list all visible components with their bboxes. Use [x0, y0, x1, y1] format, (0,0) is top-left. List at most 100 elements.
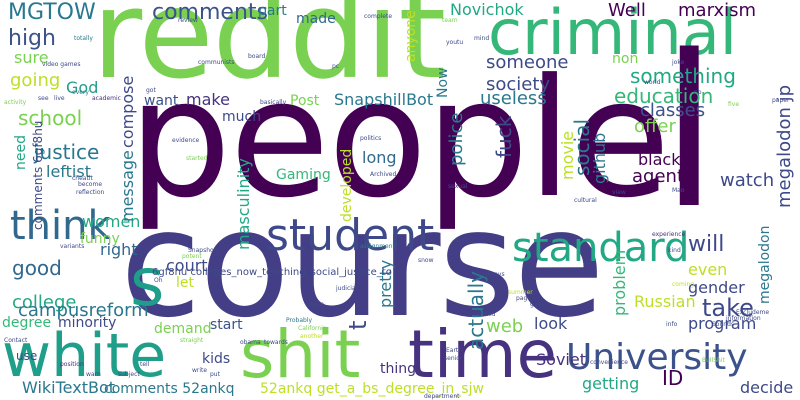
word-subject: subject — [118, 371, 140, 378]
word-mind: mind — [474, 35, 490, 42]
word-made: made — [296, 11, 336, 27]
word-degree: degree — [2, 315, 52, 331]
word-oh: Oh — [154, 277, 163, 284]
word-cultural: cultural — [574, 197, 597, 204]
word-academic: academic — [92, 95, 121, 102]
word-every: every — [72, 89, 89, 96]
word-live: live — [54, 95, 65, 102]
word-evidence: evidence — [172, 137, 200, 144]
word-video-games: video games — [42, 61, 81, 68]
word-campusreform: campusreform — [18, 300, 149, 321]
word-probably: Probably — [286, 317, 313, 324]
word-start: start — [210, 317, 243, 333]
word-much: much — [222, 109, 262, 125]
word-demand: demand — [154, 321, 212, 337]
word-joke: joke — [672, 59, 685, 66]
word-department: department — [424, 393, 460, 400]
word-sexual: sexual — [448, 183, 468, 190]
word-want: want — [144, 93, 179, 109]
word-criminal: criminal — [488, 0, 737, 69]
word-police: police — [446, 112, 467, 166]
word-always: always — [484, 271, 505, 278]
word-novichok: Novichok — [450, 0, 524, 19]
word-masculinity: masculinity — [234, 158, 253, 250]
word-straight: straight — [180, 337, 204, 344]
word-compose: compose — [118, 75, 137, 148]
word-offer: offer — [634, 116, 676, 137]
word-sounds: Sounds — [712, 321, 735, 328]
word-agent: agent — [632, 166, 684, 187]
word-program: program — [688, 314, 757, 333]
word-team: team — [442, 17, 458, 24]
word-thing: thing — [380, 361, 417, 377]
word-world: world — [644, 79, 661, 86]
word-convenience: convenience — [590, 359, 628, 366]
word-need: need — [13, 135, 29, 170]
word-make: make — [186, 90, 230, 109]
word-college: college — [12, 292, 77, 313]
word-good: good — [12, 256, 62, 280]
word-california: California — [298, 325, 327, 332]
word-kind: kind — [668, 247, 681, 254]
word-reddit: reddit — [92, 0, 446, 106]
word-minority: minority — [58, 315, 117, 331]
word-experience: experience — [652, 231, 686, 238]
word-52ankq-phrase: 52ankq get_a_bs_degree_in_sjw — [260, 381, 484, 397]
word-put: put — [210, 371, 220, 378]
word-warn: warn — [86, 371, 101, 378]
word-asked: asked — [478, 311, 496, 318]
word-god: God — [66, 78, 99, 97]
word-white: white — [2, 321, 167, 391]
word-t: t — [344, 320, 372, 330]
word-summer: summer — [508, 289, 533, 296]
word-standard: standard — [512, 225, 690, 271]
word-guess: guess — [530, 301, 548, 308]
word-russian: Russian — [634, 292, 696, 311]
word-snow: snow — [418, 257, 434, 264]
word-position: position — [60, 361, 84, 368]
word-developed: developed — [339, 148, 355, 222]
word-wikitextbot: WikiTextBot — [22, 378, 116, 397]
word-complete: complete — [364, 13, 393, 20]
word-gaming: Gaming — [276, 167, 331, 183]
word-megalodon: megalodon — [757, 225, 773, 305]
word-earth: Earth — [446, 347, 463, 354]
word-np: np — [694, 89, 702, 96]
word-justice: justice — [34, 140, 100, 164]
word-tell: tell — [140, 361, 150, 368]
word-will: will — [688, 232, 725, 257]
word-board: board — [248, 53, 266, 60]
word-towards: towards — [264, 339, 288, 346]
word-problem: problem — [610, 249, 629, 316]
word-kids: kids — [202, 351, 231, 367]
word-leftist: leftist — [46, 162, 91, 181]
word-archived: Archived — [370, 171, 397, 178]
word-decide: decide — [740, 378, 794, 397]
word-s: s — [130, 244, 165, 321]
word-assignment: assignment — [360, 243, 395, 250]
word-web: web — [486, 316, 524, 337]
word-github: github — [590, 132, 609, 184]
word-mgtow: MGTOW — [8, 0, 96, 25]
word-course: course — [120, 178, 605, 350]
word-someone: someone — [486, 52, 569, 73]
word-use: use — [16, 349, 38, 363]
word-politics: politics — [360, 135, 382, 142]
word-sure: sure — [14, 48, 49, 67]
word-6gf8hu-phrase: 6gf8hu colleges_now_teaching_social_just… — [152, 267, 392, 278]
word-funny: funny — [80, 231, 120, 247]
word-page: page — [516, 295, 531, 302]
word-think: think — [10, 203, 111, 249]
word-school: school — [18, 106, 83, 130]
word-doesn: doesn — [306, 301, 325, 308]
word-shit: shit — [240, 316, 361, 393]
word-become: become — [78, 181, 103, 188]
word-write: write — [192, 367, 208, 374]
word-going: going — [10, 70, 61, 91]
word-part: part — [258, 3, 287, 19]
word-comments-52ankq: comments 52ankq — [104, 381, 235, 397]
word-coming: coming — [672, 281, 695, 288]
word-excludeme: Excludeme — [736, 309, 770, 316]
word-pc: pc — [332, 63, 340, 70]
word-sort: sort — [456, 237, 468, 244]
